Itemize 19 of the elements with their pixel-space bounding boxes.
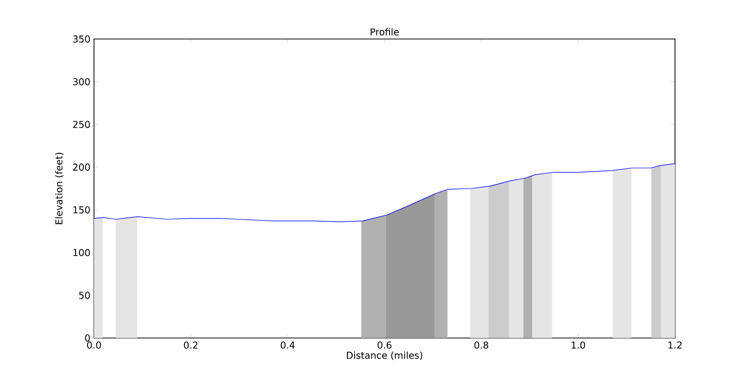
x-tick-label: 0.2 (184, 342, 198, 349)
x-tick-label: 1.2 (668, 342, 682, 349)
x-tick-label: 1.0 (572, 342, 586, 349)
line-series (94, 163, 676, 222)
x-tick-label: 0.8 (474, 342, 488, 349)
y-tick-label: 250 (73, 120, 90, 128)
y-tick-label: 0 (85, 334, 90, 342)
y-tick-label: 300 (73, 78, 90, 86)
chart-title: Profile (370, 28, 399, 36)
y-tick-label: 350 (73, 35, 90, 43)
y-tick-label: 100 (73, 248, 90, 256)
y-tick-label: 50 (79, 292, 90, 299)
y-axis-title: Elevation (feet) (55, 152, 64, 224)
x-tick-label: 0.0 (87, 342, 101, 349)
x-axis-title: Distance (miles) (346, 352, 422, 360)
y-tick-label: 150 (73, 206, 90, 214)
x-tick-label: 0.4 (280, 342, 295, 349)
y-tick-label: 200 (73, 164, 90, 171)
x-tick-label: 0.6 (378, 342, 392, 349)
